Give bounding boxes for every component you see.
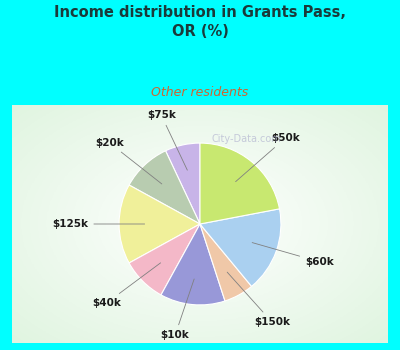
Text: Income distribution in Grants Pass,
OR (%): Income distribution in Grants Pass, OR (… (54, 5, 346, 39)
Text: $60k: $60k (252, 243, 334, 267)
Text: $20k: $20k (95, 138, 162, 184)
Wedge shape (129, 151, 200, 224)
Text: $10k: $10k (161, 279, 194, 340)
Text: Other residents: Other residents (151, 86, 249, 99)
Text: $125k: $125k (52, 219, 145, 229)
Text: $50k: $50k (236, 133, 300, 182)
Wedge shape (161, 224, 225, 305)
Wedge shape (119, 185, 200, 263)
Text: $150k: $150k (227, 272, 290, 327)
Wedge shape (200, 143, 280, 224)
Wedge shape (166, 143, 200, 224)
Text: $40k: $40k (92, 263, 160, 308)
Text: City-Data.com: City-Data.com (212, 134, 282, 143)
Wedge shape (200, 209, 281, 286)
Text: $75k: $75k (147, 110, 187, 170)
Wedge shape (129, 224, 200, 295)
Wedge shape (200, 224, 252, 301)
